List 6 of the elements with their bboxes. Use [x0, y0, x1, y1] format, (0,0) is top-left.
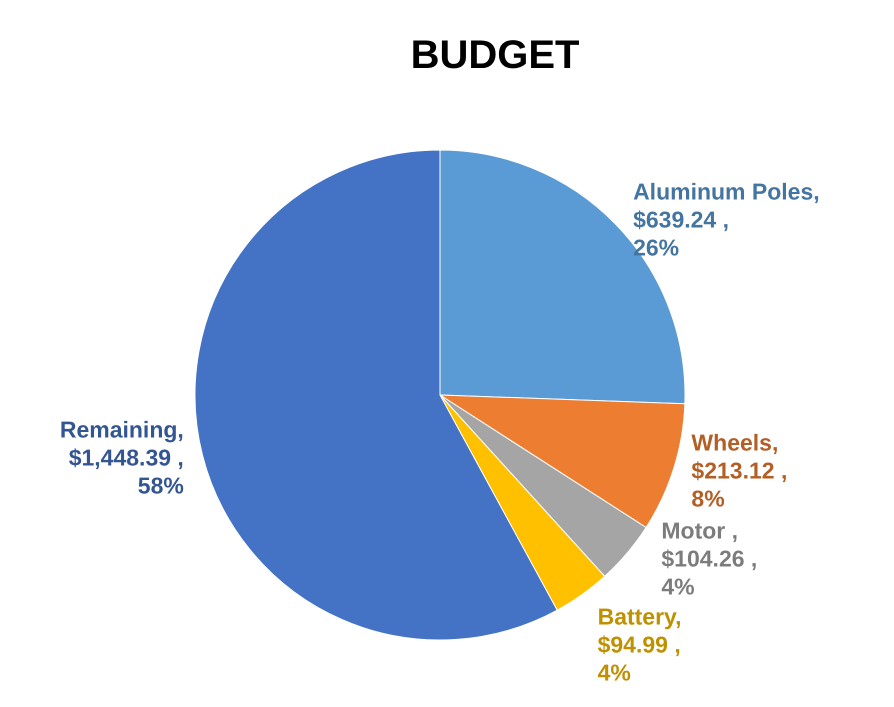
slice-label: Motor , $104.26 , 4%	[661, 517, 758, 600]
slice-label: Remaining, $1,448.39 , 58%	[60, 416, 184, 498]
slice-label: Battery, $94.99 , 4%	[598, 603, 682, 686]
slice-label: Aluminum Poles, $639.24 , 26%	[633, 178, 820, 260]
chart-title: BUDGET	[410, 33, 580, 77]
slice-label: Wheels, $213.12 , 8%	[691, 430, 788, 512]
